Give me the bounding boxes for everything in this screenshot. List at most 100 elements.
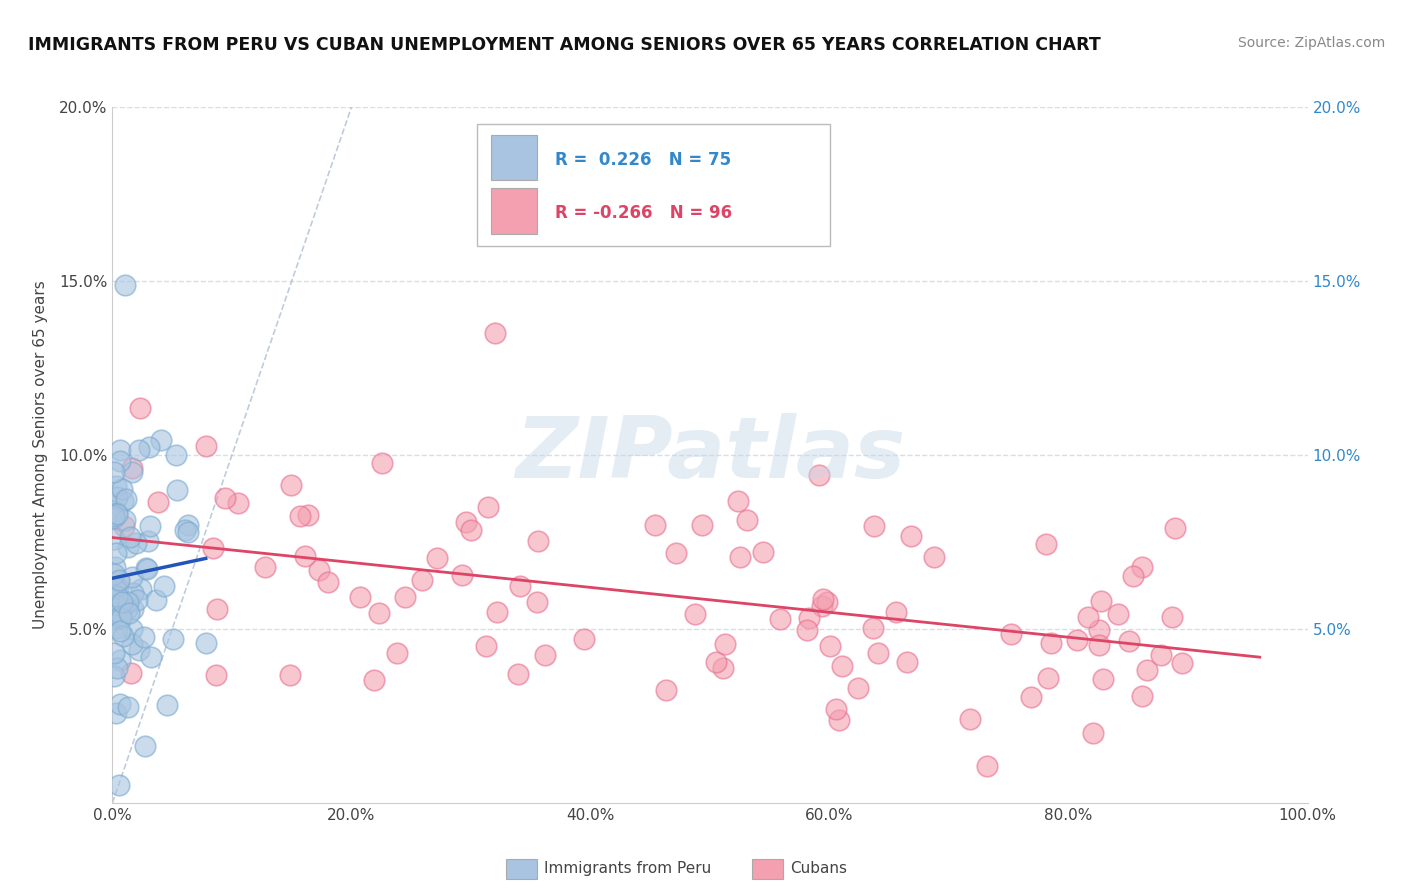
Point [1164, 521, 1187, 535]
Point [139, 518, 162, 533]
Point [136, 533, 159, 548]
Point [118, 606, 141, 620]
Point [149, 434, 172, 448]
Point [103, 503, 125, 517]
Point [506, 666, 529, 681]
FancyBboxPatch shape [477, 124, 830, 246]
Point [120, 665, 142, 680]
Point [714, 637, 737, 651]
Point [121, 602, 143, 616]
Point [827, 713, 849, 727]
Point [138, 441, 160, 455]
Point [411, 573, 433, 587]
Point [128, 643, 150, 657]
Point [162, 632, 184, 647]
FancyBboxPatch shape [491, 188, 537, 234]
Point [460, 523, 482, 537]
Point [214, 491, 236, 505]
Point [368, 606, 391, 620]
Point [426, 550, 449, 565]
Point [108, 697, 131, 711]
Point [644, 517, 666, 532]
Point [134, 739, 156, 753]
Point [1038, 671, 1060, 685]
Point [103, 509, 125, 524]
Point [121, 570, 143, 584]
Point [177, 517, 200, 532]
Point [1066, 632, 1088, 647]
Point [118, 530, 141, 544]
Text: ZIPatlas: ZIPatlas [515, 413, 905, 497]
Point [103, 567, 125, 582]
FancyBboxPatch shape [491, 135, 537, 180]
Point [105, 508, 128, 522]
Point [104, 546, 127, 560]
Point [121, 586, 143, 600]
Point [922, 549, 945, 564]
Point [486, 606, 509, 620]
Point [103, 511, 125, 525]
Point [112, 629, 135, 643]
Point [253, 560, 276, 574]
Point [110, 607, 132, 622]
Point [103, 669, 125, 683]
Point [129, 401, 152, 416]
Point [713, 661, 735, 675]
Point [1088, 638, 1111, 652]
Point [121, 622, 143, 636]
Point [108, 624, 131, 638]
Point [896, 656, 918, 670]
Point [308, 563, 330, 577]
Text: Source: ZipAtlas.com: Source: ZipAtlas.com [1237, 36, 1385, 50]
Point [454, 515, 477, 529]
Point [114, 492, 136, 507]
Point [139, 650, 162, 665]
Text: Cubans: Cubans [790, 862, 848, 876]
Point [654, 683, 676, 698]
Point [509, 579, 531, 593]
Point [728, 549, 751, 564]
Point [862, 621, 884, 635]
Point [349, 591, 371, 605]
Point [110, 443, 132, 458]
Point [108, 653, 131, 667]
Point [226, 496, 249, 510]
Point [484, 326, 506, 340]
Point [111, 595, 134, 609]
Point [1035, 537, 1057, 551]
Point [174, 523, 197, 537]
Point [1122, 569, 1144, 583]
Point [534, 648, 557, 662]
Point [205, 668, 228, 682]
Point [127, 592, 149, 607]
Point [145, 593, 167, 607]
Point [370, 456, 392, 470]
Point [117, 699, 139, 714]
Point [807, 467, 830, 482]
Point [1150, 648, 1173, 663]
Point [156, 698, 179, 713]
Text: Immigrants from Peru: Immigrants from Peru [544, 862, 711, 876]
Point [727, 493, 749, 508]
Point [176, 525, 198, 540]
Point [1077, 610, 1099, 624]
Text: R =  0.226   N = 75: R = 0.226 N = 75 [554, 151, 731, 169]
Point [1090, 594, 1112, 608]
Point [121, 637, 143, 651]
Point [394, 590, 416, 604]
Point [976, 759, 998, 773]
Point [194, 636, 217, 650]
Point [900, 529, 922, 543]
Point [280, 478, 302, 492]
Point [796, 623, 818, 637]
Point [1132, 560, 1154, 574]
Point [450, 568, 472, 582]
Point [1000, 626, 1022, 640]
Point [572, 632, 595, 646]
Point [868, 646, 890, 660]
Point [136, 562, 159, 576]
Point [105, 706, 128, 721]
Point [769, 612, 792, 626]
Point [153, 579, 176, 593]
Point [831, 659, 853, 673]
